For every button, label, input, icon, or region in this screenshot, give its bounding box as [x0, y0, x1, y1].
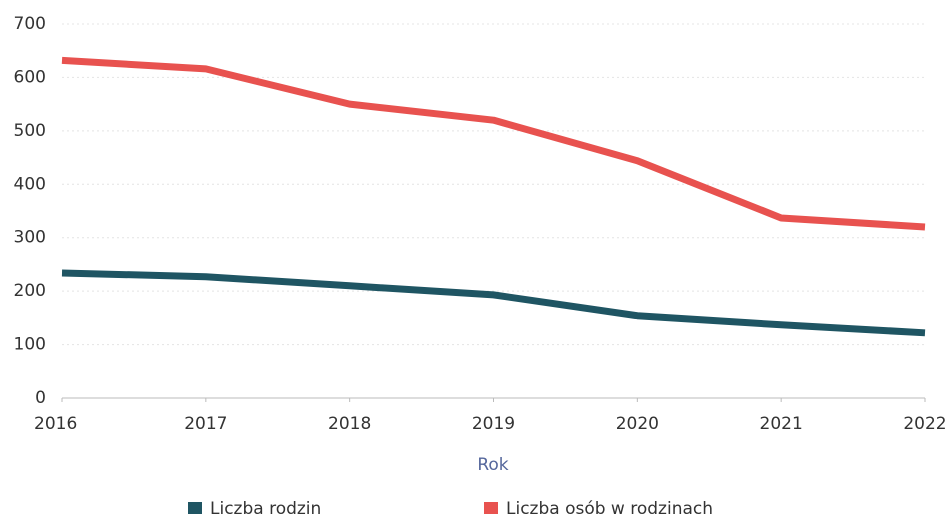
y-tick-label: 200	[14, 281, 46, 301]
series-line	[61, 269, 926, 337]
series-line	[61, 56, 926, 231]
y-tick-label: 100	[14, 335, 46, 355]
y-tick-label: 600	[14, 67, 46, 87]
legend-swatch	[484, 502, 498, 514]
x-tick-label: 2016	[34, 414, 77, 434]
y-tick-label: 0	[35, 388, 46, 408]
legend-label: Liczba rodzin	[210, 499, 321, 519]
x-tick-label: 2019	[472, 414, 515, 434]
y-tick-label: 700	[14, 14, 46, 34]
x-tick-label: 2021	[760, 414, 803, 434]
x-axis-label: Rok	[477, 455, 508, 475]
y-tick-label: 400	[14, 174, 46, 194]
x-tick-label: 2020	[616, 414, 659, 434]
legend-swatch	[188, 502, 202, 514]
y-tick-label: 500	[14, 121, 46, 141]
x-tick-label: 2018	[328, 414, 371, 434]
x-tick-label: 2017	[184, 414, 227, 434]
legend-label: Liczba osób w rodzinach	[506, 499, 713, 519]
x-tick-label: 2022	[903, 414, 946, 434]
y-tick-label: 300	[14, 228, 46, 248]
